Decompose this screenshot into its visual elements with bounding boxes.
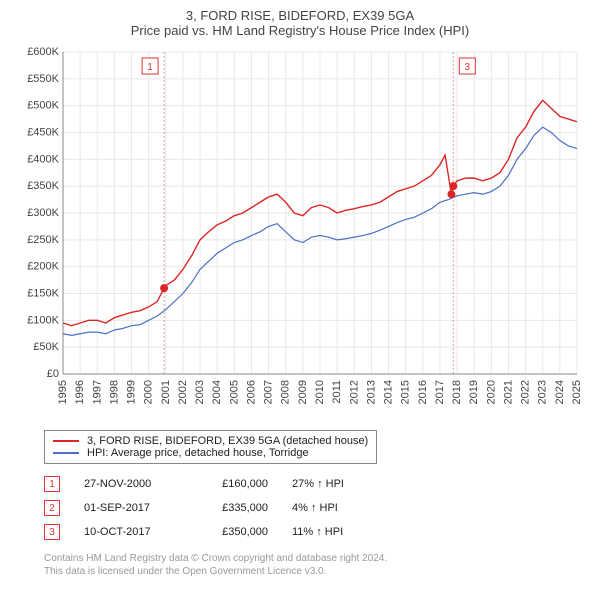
svg-text:£100K: £100K	[27, 314, 59, 326]
svg-text:2016: 2016	[417, 380, 429, 404]
svg-text:1998: 1998	[108, 380, 120, 404]
attribution-line: This data is licensed under the Open Gov…	[44, 565, 592, 578]
transaction-marker: 1	[44, 476, 60, 492]
svg-text:2014: 2014	[383, 380, 395, 404]
svg-text:2000: 2000	[143, 380, 155, 404]
svg-text:2024: 2024	[554, 380, 566, 404]
svg-text:2006: 2006	[245, 380, 257, 404]
svg-text:2015: 2015	[400, 380, 412, 404]
transaction-price: £335,000	[198, 502, 268, 514]
svg-text:2010: 2010	[314, 380, 326, 404]
svg-text:£400K: £400K	[27, 153, 59, 165]
svg-text:3: 3	[465, 62, 471, 73]
svg-text:£600K: £600K	[27, 46, 59, 58]
svg-text:2019: 2019	[468, 380, 480, 404]
transaction-diff: 11% ↑ HPI	[292, 526, 382, 538]
svg-text:1996: 1996	[74, 380, 86, 404]
svg-text:£150K: £150K	[27, 288, 59, 300]
svg-text:2018: 2018	[451, 380, 463, 404]
svg-text:2021: 2021	[502, 380, 514, 404]
svg-text:2017: 2017	[434, 380, 446, 404]
svg-text:£50K: £50K	[33, 341, 59, 353]
transaction-diff: 4% ↑ HPI	[292, 502, 382, 514]
svg-text:£350K: £350K	[27, 180, 59, 192]
legend: 3, FORD RISE, BIDEFORD, EX39 5GA (detach…	[44, 430, 377, 464]
svg-text:1997: 1997	[91, 380, 103, 404]
svg-text:1995: 1995	[57, 380, 69, 404]
svg-text:£200K: £200K	[27, 261, 59, 273]
svg-text:£0: £0	[47, 368, 59, 380]
svg-text:2020: 2020	[485, 380, 497, 404]
svg-text:2003: 2003	[194, 380, 206, 404]
svg-text:2011: 2011	[331, 380, 343, 404]
attribution-line: Contains HM Land Registry data © Crown c…	[44, 552, 592, 565]
transaction-diff: 27% ↑ HPI	[292, 478, 382, 490]
svg-text:2007: 2007	[263, 380, 275, 404]
transaction-date: 10-OCT-2017	[84, 526, 174, 538]
transaction-date: 01-SEP-2017	[84, 502, 174, 514]
svg-text:2001: 2001	[160, 380, 172, 404]
svg-text:2022: 2022	[520, 380, 532, 404]
svg-text:£300K: £300K	[27, 207, 59, 219]
transaction-row: 3 10-OCT-2017 £350,000 11% ↑ HPI	[44, 520, 592, 544]
svg-text:2005: 2005	[228, 380, 240, 404]
legend-swatch	[53, 440, 79, 442]
svg-text:£450K: £450K	[27, 127, 59, 139]
svg-text:2004: 2004	[211, 380, 223, 404]
transaction-marker: 2	[44, 500, 60, 516]
transaction-date: 27-NOV-2000	[84, 478, 174, 490]
transaction-table: 1 27-NOV-2000 £160,000 27% ↑ HPI 2 01-SEP-201…	[44, 472, 592, 544]
attribution: Contains HM Land Registry data © Crown c…	[44, 552, 592, 578]
transaction-price: £350,000	[198, 526, 268, 538]
svg-text:2009: 2009	[297, 380, 309, 404]
legend-label: 3, FORD RISE, BIDEFORD, EX39 5GA (detach…	[87, 435, 368, 447]
svg-text:2002: 2002	[177, 380, 189, 404]
svg-text:£250K: £250K	[27, 234, 59, 246]
svg-text:2023: 2023	[537, 380, 549, 404]
svg-text:1999: 1999	[126, 380, 138, 404]
svg-text:2013: 2013	[365, 380, 377, 404]
legend-item: 3, FORD RISE, BIDEFORD, EX39 5GA (detach…	[53, 435, 368, 447]
legend-item: HPI: Average price, detached house, Torr…	[53, 447, 368, 459]
line-chart: £0 £50K £100K £150K £200K £250K £300K £350K £400…	[15, 44, 585, 424]
svg-text:£550K: £550K	[27, 73, 59, 85]
svg-text:1: 1	[147, 62, 153, 73]
transaction-row: 2 01-SEP-2017 £335,000 4% ↑ HPI	[44, 496, 592, 520]
svg-text:2008: 2008	[280, 380, 292, 404]
svg-text:2025: 2025	[571, 380, 583, 404]
transaction-marker: 3	[44, 524, 60, 540]
chart-title-1: 3, FORD RISE, BIDEFORD, EX39 5GA	[8, 8, 592, 23]
svg-text:2012: 2012	[348, 380, 360, 404]
legend-label: HPI: Average price, detached house, Torr…	[87, 447, 309, 459]
transaction-row: 1 27-NOV-2000 £160,000 27% ↑ HPI	[44, 472, 592, 496]
chart-title-2: Price paid vs. HM Land Registry's House …	[8, 23, 592, 38]
transaction-price: £160,000	[198, 478, 268, 490]
svg-text:£500K: £500K	[27, 100, 59, 112]
legend-swatch	[53, 452, 79, 454]
